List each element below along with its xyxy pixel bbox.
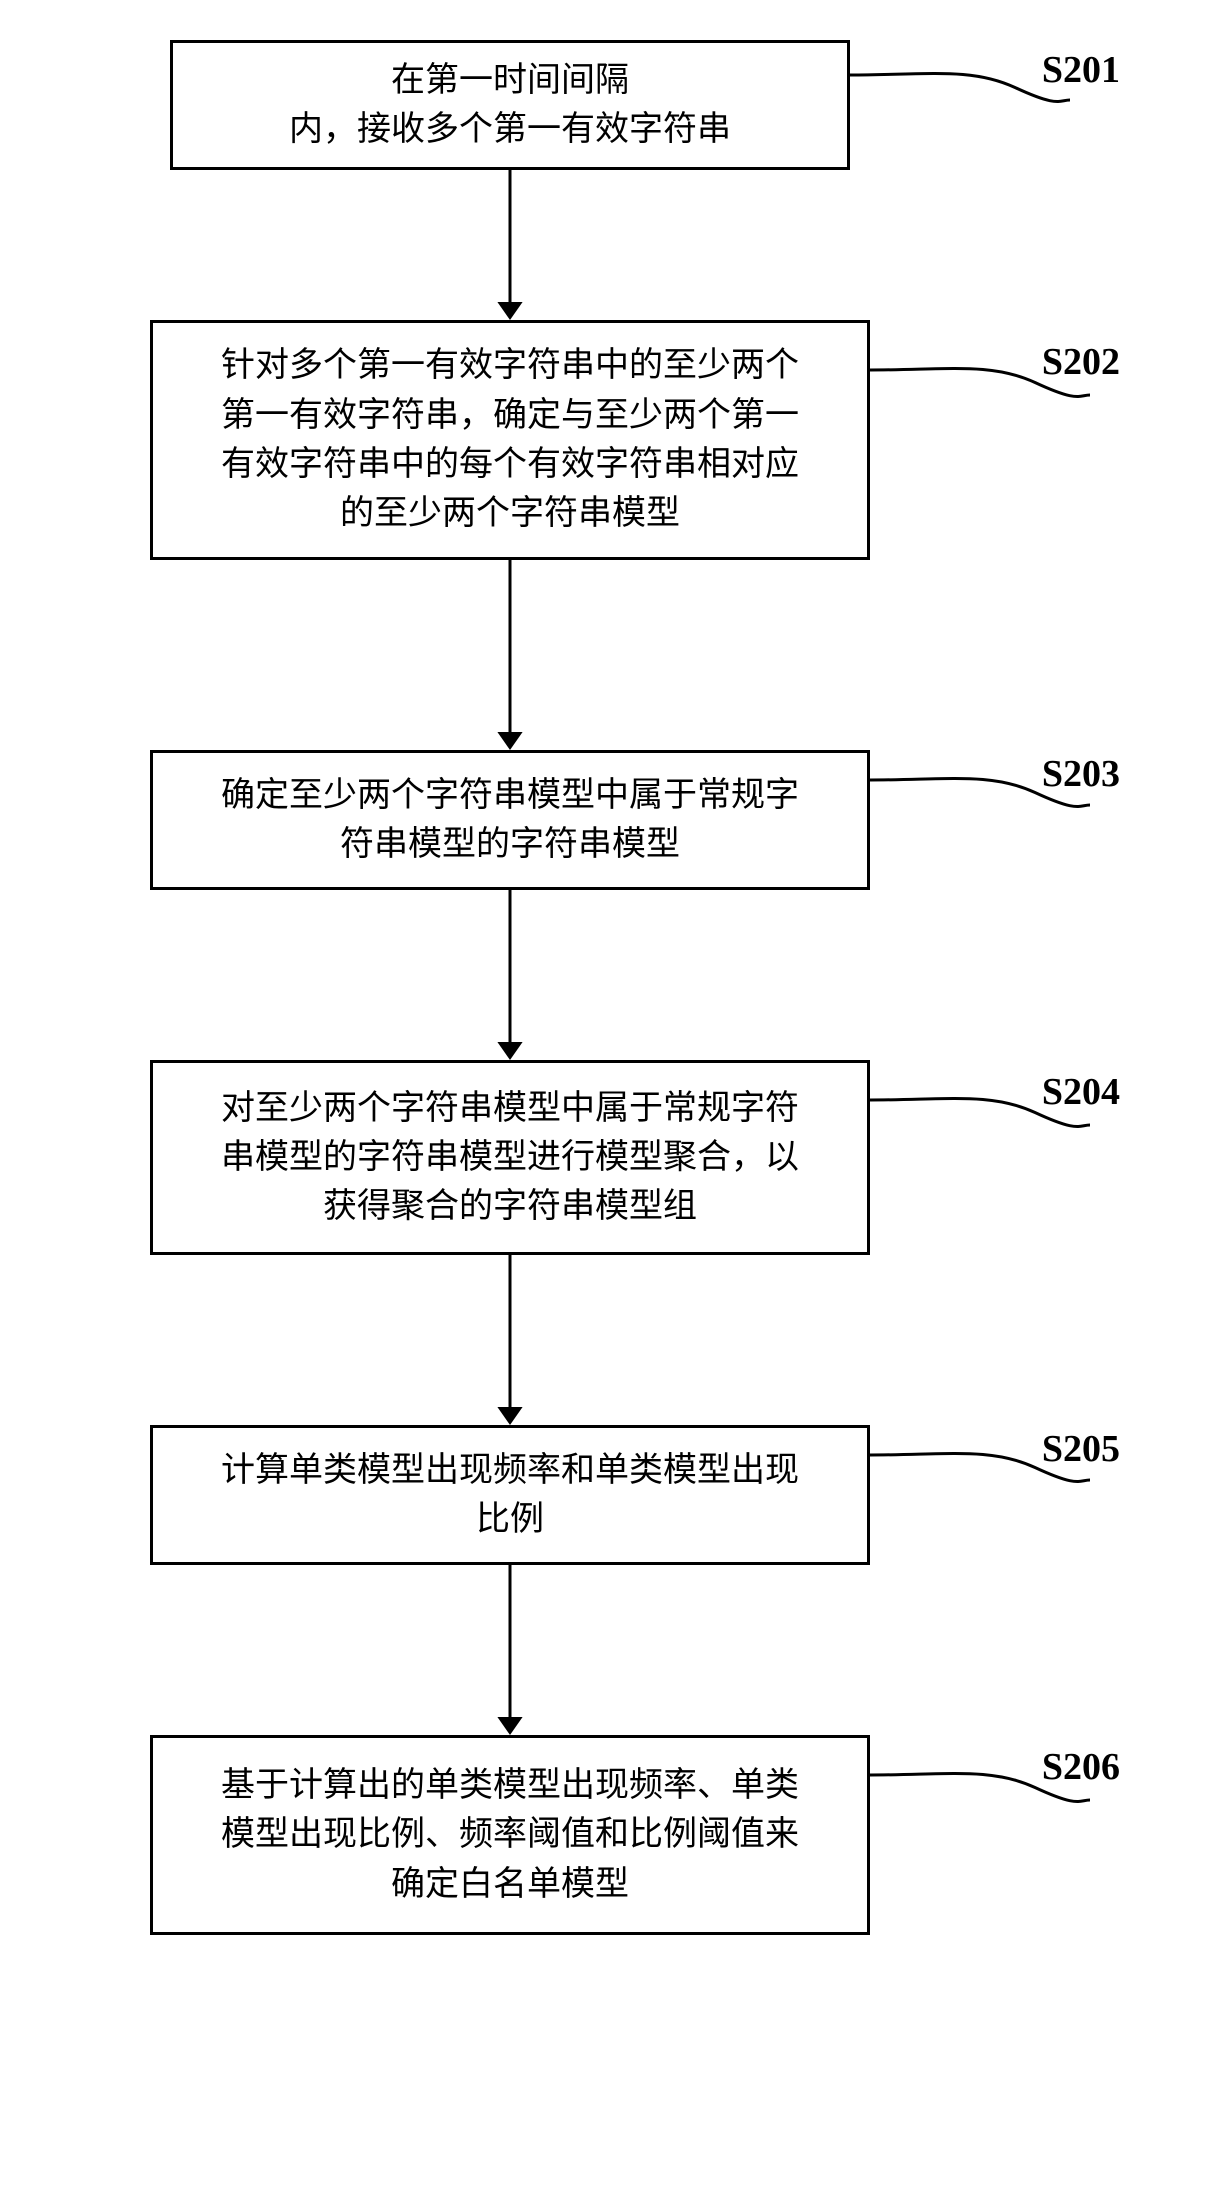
connector-s205: S205 [870, 1425, 1165, 1565]
flowchart-node-s201: 在第一时间间隔内，接收多个第一有效字符串 [170, 40, 850, 170]
node-text-line: 符串模型的字符串模型 [340, 820, 680, 869]
flowchart-container: 在第一时间间隔内，接收多个第一有效字符串 S201 针对多个第一有效字符串中的至少两… [60, 40, 1165, 1935]
node-text-line: 针对多个第一有效字符串中的至少两个 [221, 341, 799, 390]
flowchart-node-s202: 针对多个第一有效字符串中的至少两个第一有效字符串，确定与至少两个第一有效字符串中… [150, 320, 870, 560]
connector-curve-icon [850, 40, 1070, 170]
flowchart-node-s203: 确定至少两个字符串模型中属于常规字符串模型的字符串模型 [150, 750, 870, 890]
arrow-down-icon [60, 560, 1165, 750]
step-label-s206: S206 [1042, 1745, 1120, 1789]
step-label-s202: S202 [1042, 340, 1120, 384]
node-text-line: 计算单类模型出现频率和单类模型出现 [221, 1446, 799, 1495]
flowchart-row-s204: 对至少两个字符串模型中属于常规字符串模型的字符串模型进行模型聚合，以获得聚合的字… [60, 1060, 1165, 1255]
node-text-line: 串模型的字符串模型进行模型聚合，以 [221, 1133, 799, 1182]
flowchart-node-s204: 对至少两个字符串模型中属于常规字符串模型的字符串模型进行模型聚合，以获得聚合的字… [150, 1060, 870, 1255]
flowchart-row-s206: 基于计算出的单类模型出现频率、单类模型出现比例、频率阈值和比例阈值来确定白名单模… [60, 1735, 1165, 1935]
flowchart-node-s205: 计算单类模型出现频率和单类模型出现比例 [150, 1425, 870, 1565]
flowchart-row-s203: 确定至少两个字符串模型中属于常规字符串模型的字符串模型 S203 [60, 750, 1165, 890]
step-label-s205: S205 [1042, 1427, 1120, 1471]
step-label-s203: S203 [1042, 752, 1120, 796]
node-text-line: 有效字符串中的每个有效字符串相对应 [221, 440, 799, 489]
connector-s202: S202 [870, 320, 1165, 560]
connector-s204: S204 [870, 1060, 1165, 1255]
node-text-line: 确定至少两个字符串模型中属于常规字 [221, 771, 799, 820]
node-text-line: 模型出现比例、频率阈值和比例阈值来 [221, 1810, 799, 1859]
step-label-s201: S201 [1042, 48, 1120, 92]
node-text-line: 在第一时间间隔 [391, 56, 629, 105]
connector-s203: S203 [870, 750, 1165, 890]
node-text-line: 比例 [476, 1495, 544, 1544]
node-text-line: 内，接收多个第一有效字符串 [289, 105, 731, 154]
node-text-line: 基于计算出的单类模型出现频率、单类 [221, 1761, 799, 1810]
flowchart-row-s202: 针对多个第一有效字符串中的至少两个第一有效字符串，确定与至少两个第一有效字符串中… [60, 320, 1165, 560]
arrow-down-icon [60, 1565, 1165, 1735]
connector-s206: S206 [870, 1735, 1165, 1935]
step-label-s204: S204 [1042, 1070, 1120, 1114]
node-text-line: 的至少两个字符串模型 [340, 489, 680, 538]
arrow-down-icon [60, 170, 1165, 320]
arrow-down-icon [60, 890, 1165, 1060]
node-text-line: 确定白名单模型 [391, 1860, 629, 1909]
node-text-line: 获得聚合的字符串模型组 [323, 1182, 697, 1231]
node-text-line: 对至少两个字符串模型中属于常规字符 [221, 1084, 799, 1133]
node-text-line: 第一有效字符串，确定与至少两个第一 [221, 391, 799, 440]
flowchart-node-s206: 基于计算出的单类模型出现频率、单类模型出现比例、频率阈值和比例阈值来确定白名单模… [150, 1735, 870, 1935]
arrow-down-icon [60, 1255, 1165, 1425]
flowchart-row-s201: 在第一时间间隔内，接收多个第一有效字符串 S201 [60, 40, 1165, 170]
flowchart-row-s205: 计算单类模型出现频率和单类模型出现比例 S205 [60, 1425, 1165, 1565]
connector-s201: S201 [850, 40, 1165, 170]
